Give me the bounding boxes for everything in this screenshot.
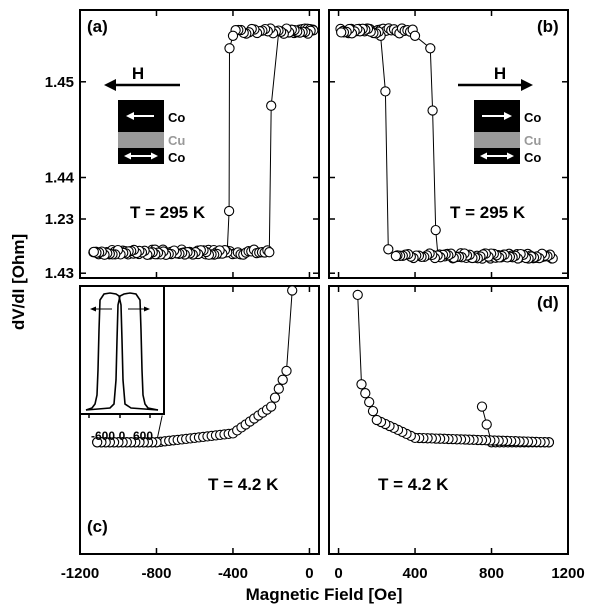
inset-tick-neg600: -600 <box>91 429 115 443</box>
data-point <box>356 379 367 390</box>
data-point <box>409 30 421 41</box>
data-point <box>223 205 235 217</box>
tick-labels: -1200 -800 -400 0 0 400 800 1200 1.43 1.44 1.45 1.2… <box>45 74 585 582</box>
tick-marks <box>79 10 569 554</box>
y-axis-title: dV/dI [Ohm] <box>9 234 28 330</box>
panel-d-label: (d) <box>537 293 559 312</box>
data-point <box>281 365 292 377</box>
panel-b-field-arrow: H <box>458 64 533 91</box>
layer-label-co-top: Co <box>524 110 541 125</box>
data-point <box>364 396 375 408</box>
data-point <box>269 392 281 403</box>
data-point <box>425 43 436 54</box>
x-tick-label: 800 <box>479 565 504 582</box>
panel-a-frame <box>79 9 320 279</box>
panel-b-frame <box>328 9 569 279</box>
x-tick-label: 0 <box>305 565 313 582</box>
y-tick-label: 1.44 <box>45 170 75 187</box>
data-point <box>427 105 438 116</box>
panel-b-temperature: T = 295 K <box>450 203 526 222</box>
data-point <box>88 246 99 258</box>
data-point <box>336 27 347 38</box>
data-point <box>383 244 394 255</box>
data-point <box>360 388 371 399</box>
data-point <box>371 414 382 426</box>
layer-label-cu: Cu <box>524 133 541 148</box>
x-axis-title: Magnetic Field [Oe] <box>246 585 403 604</box>
x-tick-label: -400 <box>218 565 248 582</box>
data-point <box>92 437 103 448</box>
data-points <box>88 23 558 448</box>
inset-curve-right <box>85 292 159 411</box>
panel-d-temperature: T = 4.2 K <box>378 475 449 494</box>
panel-b-layer-stack: Co Cu Co <box>474 100 541 165</box>
panel-c-label: (c) <box>87 517 108 536</box>
data-point <box>266 401 277 412</box>
data-point <box>227 30 239 41</box>
x-tick-label: -1200 <box>61 565 99 582</box>
data-point <box>476 401 488 412</box>
data-point <box>277 374 288 385</box>
y-tick-label: 1.45 <box>45 74 74 91</box>
series-line <box>340 27 553 260</box>
x-tick-label: -800 <box>141 565 171 582</box>
panel-a-field-label: H <box>132 64 144 83</box>
data-point <box>352 289 363 301</box>
panel-a-layer-stack: Co Cu Co <box>118 100 185 165</box>
data-point <box>481 419 492 430</box>
layer-label-cu: Cu <box>168 133 185 148</box>
panel-d-frame <box>328 285 569 555</box>
panel-b-field-label: H <box>494 64 506 83</box>
panel-a-temperature: T = 295 K <box>130 203 206 222</box>
data-point <box>390 250 402 262</box>
data-point <box>380 86 391 97</box>
panel-a-field-arrow: H <box>104 64 180 91</box>
x-tick-label: 400 <box>403 565 428 582</box>
layer-label-co-bottom: Co <box>524 150 541 165</box>
layer-label-co-bottom: Co <box>168 150 185 165</box>
inset-tick-600: 600 <box>133 429 153 443</box>
panel-c-inset: -600 0 600 <box>79 285 165 443</box>
data-point <box>264 247 275 258</box>
panel-b-label: (b) <box>537 17 559 36</box>
data-point <box>224 43 235 54</box>
data-point <box>367 405 379 417</box>
layer-label-co-top: Co <box>168 110 185 125</box>
panel-c-frame <box>79 285 320 555</box>
data-point <box>266 100 277 111</box>
y-tick-label: 1.23 <box>45 211 74 228</box>
y-tick-label: 1.43 <box>45 265 74 282</box>
x-tick-label: 1200 <box>551 565 584 582</box>
data-point <box>287 285 298 296</box>
x-tick-label: 0 <box>334 565 342 582</box>
series-line <box>341 28 554 260</box>
inset-curve-left <box>85 292 159 411</box>
inset-tick-0: 0 <box>119 429 126 443</box>
data-point <box>430 224 441 236</box>
panel-a-label: (a) <box>87 17 108 36</box>
panel-c-temperature: T = 4.2 K <box>208 475 279 494</box>
data-point <box>273 383 284 394</box>
